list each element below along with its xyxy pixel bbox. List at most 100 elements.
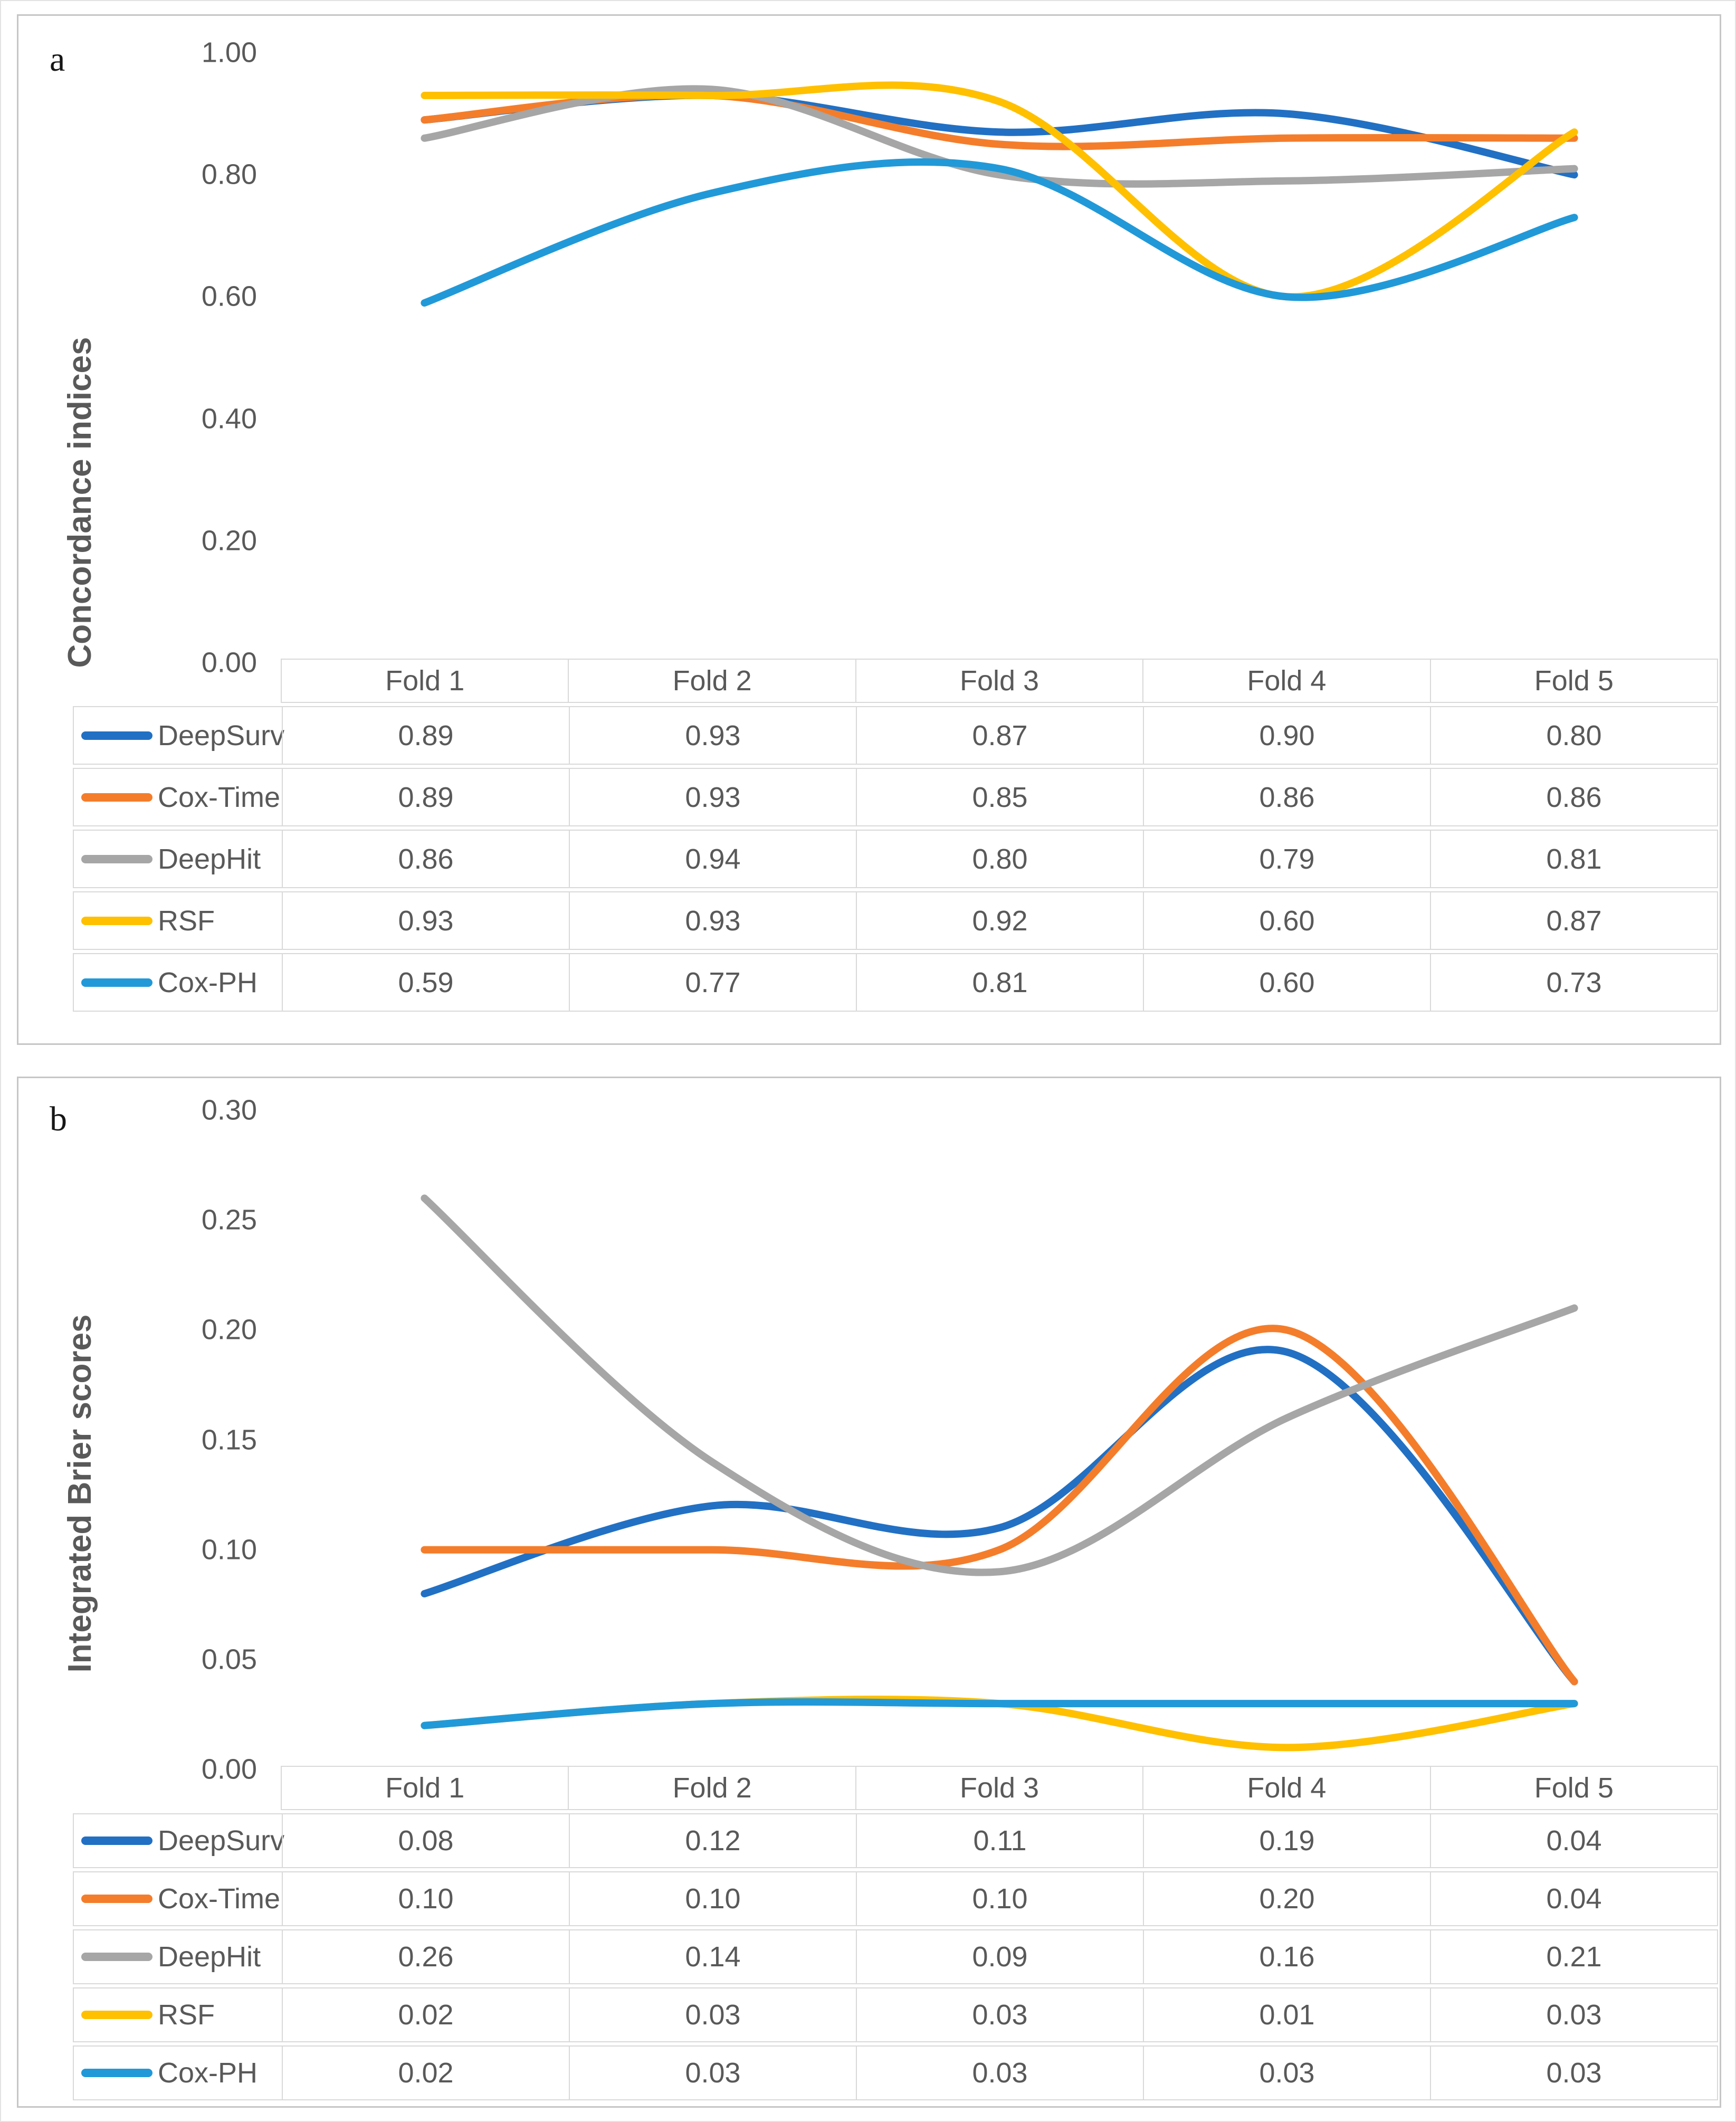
- table-value-cell: 0.86: [1143, 769, 1430, 825]
- legend-cell: RSF: [74, 892, 282, 949]
- table-value-cell: 0.21: [1430, 1930, 1717, 1983]
- table-value-cell: 0.03: [569, 1988, 856, 2041]
- table-value-cell: 0.03: [856, 2047, 1143, 2099]
- y-tick-label: 0.80: [201, 158, 257, 191]
- legend-swatch-rsf: [81, 916, 152, 925]
- legend-label: DeepHit: [158, 843, 261, 875]
- table-value-cell: 0.80: [856, 831, 1143, 887]
- table-value-cell: 0.60: [1143, 892, 1430, 949]
- table-value-cell: 0.89: [282, 707, 569, 764]
- table-row: RSF 0.93 0.93 0.92 0.60 0.87: [73, 891, 1718, 950]
- table-value-cell: 0.81: [856, 954, 1143, 1011]
- y-tick-label: 1.00: [201, 36, 257, 69]
- table-row: Cox-Time 0.10 0.10 0.10 0.20 0.04: [73, 1871, 1718, 1926]
- table-value-cell: 0.87: [1430, 892, 1717, 949]
- table-value-cell: 0.73: [1430, 954, 1717, 1011]
- table-value-cell: 0.12: [569, 1814, 856, 1867]
- legend-cell: Cox-PH: [74, 954, 282, 1011]
- y-tick-label: 0.05: [201, 1643, 257, 1676]
- legend-swatch-cox-time: [81, 793, 152, 802]
- table-value-cell: 0.02: [282, 2047, 569, 2099]
- table-value-cell: 0.09: [856, 1930, 1143, 1983]
- table-header-cell: Fold 2: [568, 660, 855, 702]
- table-value-cell: 0.16: [1143, 1930, 1430, 1983]
- table-row: DeepSurv 0.89 0.93 0.87 0.90 0.80: [73, 706, 1718, 765]
- table-value-cell: 0.60: [1143, 954, 1430, 1011]
- table-value-cell: 0.11: [856, 1814, 1143, 1867]
- y-tick-label: 0.20: [201, 525, 257, 557]
- table-value-cell: 0.85: [856, 769, 1143, 825]
- table-value-cell: 0.02: [282, 1988, 569, 2041]
- legend-swatch-deephit: [81, 854, 152, 863]
- legend-label: DeepSurv: [158, 719, 285, 751]
- table-header-row: Fold 1 Fold 2 Fold 3 Fold 4 Fold 5: [281, 1766, 1718, 1810]
- table-value-cell: 0.10: [569, 1872, 856, 1925]
- table-value-cell: 0.14: [569, 1930, 856, 1983]
- table-value-cell: 0.10: [282, 1872, 569, 1925]
- legend-label: RSF: [158, 905, 215, 937]
- y-tick-label: 0.15: [201, 1423, 257, 1455]
- y-tick-label: 0.30: [201, 1094, 257, 1126]
- table-row: Cox-Time 0.89 0.93 0.85 0.86 0.86: [73, 768, 1718, 826]
- table-value-cell: 0.94: [569, 831, 856, 887]
- table-header-cell: Fold 5: [1429, 660, 1717, 702]
- table-value-cell: 0.90: [1143, 707, 1430, 764]
- y-tick-label: 0.00: [201, 1753, 257, 1785]
- legend-label: Cox-Time: [158, 781, 281, 813]
- legend-label: Cox-PH: [158, 2057, 258, 2089]
- legend-cell: DeepSurv: [74, 707, 285, 764]
- y-tick-label: 0.10: [201, 1533, 257, 1565]
- y-tick-label: 0.25: [201, 1204, 257, 1236]
- table-value-cell: 0.04: [1430, 1872, 1717, 1925]
- table-value-cell: 0.93: [569, 707, 856, 764]
- table-value-cell: 0.81: [1430, 831, 1717, 887]
- table-value-cell: 0.03: [569, 2047, 856, 2099]
- table-value-cell: 0.19: [1143, 1814, 1430, 1867]
- y-tick-label: 0.00: [201, 646, 257, 679]
- legend-swatch-cox-ph: [81, 978, 152, 987]
- legend-swatch-deepsurv: [81, 1836, 152, 1845]
- table-header-cell: Fold 5: [1429, 1767, 1717, 1809]
- table-header-cell: Fold 1: [385, 665, 465, 697]
- table-header-cell: Fold 3: [855, 1767, 1142, 1809]
- table-row: Cox-PH 0.02 0.03 0.03 0.03 0.03: [73, 2045, 1718, 2100]
- table-value-cell: 0.86: [282, 831, 569, 887]
- table-value-cell: 0.93: [569, 769, 856, 825]
- table-value-cell: 0.03: [856, 1988, 1143, 2041]
- table-header-cell: Fold 4: [1142, 660, 1429, 702]
- panel-a-letter: a: [50, 40, 65, 79]
- table-value-cell: 0.03: [1430, 2047, 1717, 2099]
- table-value-cell: 0.93: [569, 892, 856, 949]
- panel-b-letter: b: [50, 1100, 67, 1138]
- table-value-cell: 0.87: [856, 707, 1143, 764]
- legend-cell: RSF: [74, 1988, 282, 2041]
- table-header-row: Fold 1 Fold 2 Fold 3 Fold 4 Fold 5: [281, 659, 1718, 703]
- legend-label: DeepHit: [158, 1941, 261, 1973]
- table-row: DeepHit 0.26 0.14 0.09 0.16 0.21: [73, 1929, 1718, 1984]
- legend-swatch-cox-time: [81, 1895, 152, 1903]
- y-tick-label: 0.60: [201, 280, 257, 312]
- legend-label: Cox-Time: [158, 1883, 281, 1915]
- table-value-cell: 0.79: [1143, 831, 1430, 887]
- table-value-cell: 0.77: [569, 954, 856, 1011]
- table-value-cell: 0.89: [282, 769, 569, 825]
- y-axis-title-brier: Integrated Brier scores: [62, 1314, 98, 1673]
- table-row: Cox-PH 0.59 0.77 0.81 0.60 0.73: [73, 953, 1718, 1012]
- legend-label: RSF: [158, 1999, 215, 2031]
- legend-cell: Cox-PH: [74, 2047, 282, 2099]
- table-value-cell: 0.80: [1430, 707, 1717, 764]
- table-value-cell: 0.08: [282, 1814, 569, 1867]
- table-value-cell: 0.26: [282, 1930, 569, 1983]
- legend-cell: DeepHit: [74, 1930, 282, 1983]
- legend-label: DeepSurv: [158, 1825, 285, 1857]
- table-value-cell: 0.92: [856, 892, 1143, 949]
- table-header-cell: Fold 2: [568, 1767, 855, 1809]
- table-row: RSF 0.02 0.03 0.03 0.01 0.03: [73, 1987, 1718, 2042]
- table-header-cell: Fold 1: [385, 1772, 465, 1804]
- table-row: DeepHit 0.86 0.94 0.80 0.79 0.81: [73, 830, 1718, 888]
- legend-swatch-cox-ph: [81, 2069, 152, 2077]
- table-value-cell: 0.01: [1143, 1988, 1430, 2041]
- legend-cell: DeepSurv: [74, 1814, 285, 1867]
- table-value-cell: 0.04: [1430, 1814, 1717, 1867]
